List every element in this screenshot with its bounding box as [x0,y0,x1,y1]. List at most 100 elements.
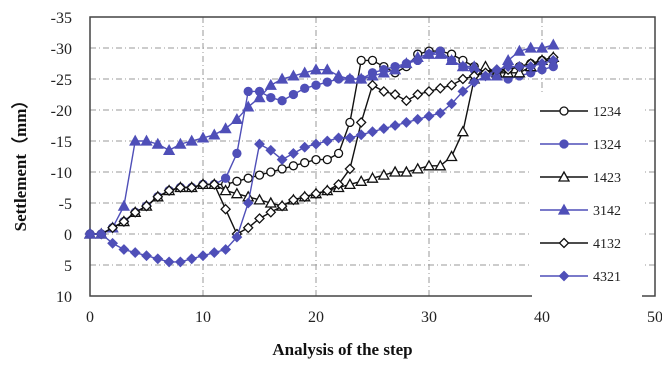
y-tick-label: 5 [64,258,72,275]
data-point-3142 [388,63,402,75]
data-point-4132 [152,191,164,203]
data-point-3142 [355,72,368,84]
legend-item-4321: 4321 [540,270,621,285]
data-point-4321 [434,107,446,119]
legend-label: 4132 [593,237,621,252]
data-point-1234 [232,176,242,186]
legend-marker [559,106,569,116]
data-point-4132 [412,89,424,100]
data-point-3142 [490,69,503,81]
data-point-1423 [388,165,402,177]
data-point-3142 [174,137,187,149]
data-point-1423 [434,159,447,171]
data-point-4132 [310,188,322,200]
data-point-4321 [502,61,514,73]
series-group [83,38,560,268]
data-point-4321 [95,228,107,240]
data-point-4321 [265,144,277,156]
data-point-3142 [343,72,357,84]
data-point-1234 [277,164,287,174]
legend-label: 4321 [593,270,621,285]
x-tick-label: 30 [421,309,437,326]
data-point-4321 [321,135,333,147]
data-point-4321 [299,141,311,153]
data-point-4321 [197,250,209,262]
data-point-1324 [322,77,332,87]
data-point-3142 [434,47,447,59]
data-point-4132 [265,206,277,218]
data-point-1324 [232,148,242,159]
x-tick-label: 40 [534,309,550,326]
legend-marker [558,270,570,282]
data-point-4321 [367,126,378,138]
data-point-4321 [468,76,480,88]
legend-label: 1423 [593,171,621,186]
data-point-1423 [411,162,424,174]
data-point-3142 [140,134,153,146]
data-point-1324 [288,89,299,100]
data-point-4132 [163,185,175,197]
data-point-4132 [434,82,446,94]
data-point-3142 [321,63,334,75]
data-point-1423 [513,66,526,78]
data-point-3142 [287,69,300,81]
data-point-4321 [480,70,491,82]
data-point-1324 [311,80,321,90]
data-point-4321 [378,123,390,135]
data-point-4321 [141,250,152,262]
legend-item-4132: 4132 [540,237,621,252]
data-point-4321 [355,129,367,141]
data-point-1423 [456,125,470,137]
legend-label: 1234 [593,105,621,120]
data-point-4132 [367,79,378,91]
data-point-3142 [547,38,560,50]
data-point-4132 [174,182,186,193]
data-point-4321 [84,228,96,240]
data-point-3142 [275,72,289,84]
data-point-4132 [208,178,220,190]
data-point-4321 [276,154,288,166]
data-point-1423 [253,193,266,205]
data-point-4132 [254,213,265,224]
data-point-4321 [254,138,265,150]
y-tick-label: -25 [51,72,72,89]
data-point-3142 [208,128,221,140]
y-tick-label: 0 [64,227,72,244]
y-tick-label: -30 [51,41,72,58]
series-4321 [84,54,559,268]
data-point-4321 [423,110,435,122]
plot-area-frame [89,16,656,297]
data-point-1423 [366,171,379,183]
data-point-1234 [288,161,299,171]
x-tick-label: 10 [195,309,211,326]
data-point-4321 [310,138,322,150]
legend-item-3142: 3142 [540,203,621,219]
data-point-1423 [343,178,357,190]
y-tick-label: 10 [56,289,72,306]
data-point-1234 [243,173,253,183]
data-point-3142 [422,47,436,59]
data-point-3142 [456,60,470,72]
data-point-3142 [524,41,537,53]
data-point-4132 [287,194,299,206]
data-point-4321 [525,61,537,73]
data-point-3142 [219,122,232,134]
data-point-4321 [186,253,198,265]
data-point-4132 [129,206,141,218]
data-point-4132 [141,200,152,212]
data-point-3142 [298,66,311,78]
data-point-1324 [300,83,310,93]
data-point-1234 [367,55,378,66]
data-point-4321 [287,147,299,159]
data-point-1234 [333,148,344,159]
data-point-4132 [197,178,209,190]
data-point-1234 [300,158,310,168]
data-point-1234 [266,167,276,177]
data-point-4321 [118,244,130,255]
data-point-3142 [513,44,526,56]
y-tick-label: -5 [59,196,72,213]
data-point-4321 [107,237,119,249]
x-tick-label: 20 [308,309,324,326]
data-point-4132 [333,178,345,190]
data-point-3142 [411,50,424,62]
